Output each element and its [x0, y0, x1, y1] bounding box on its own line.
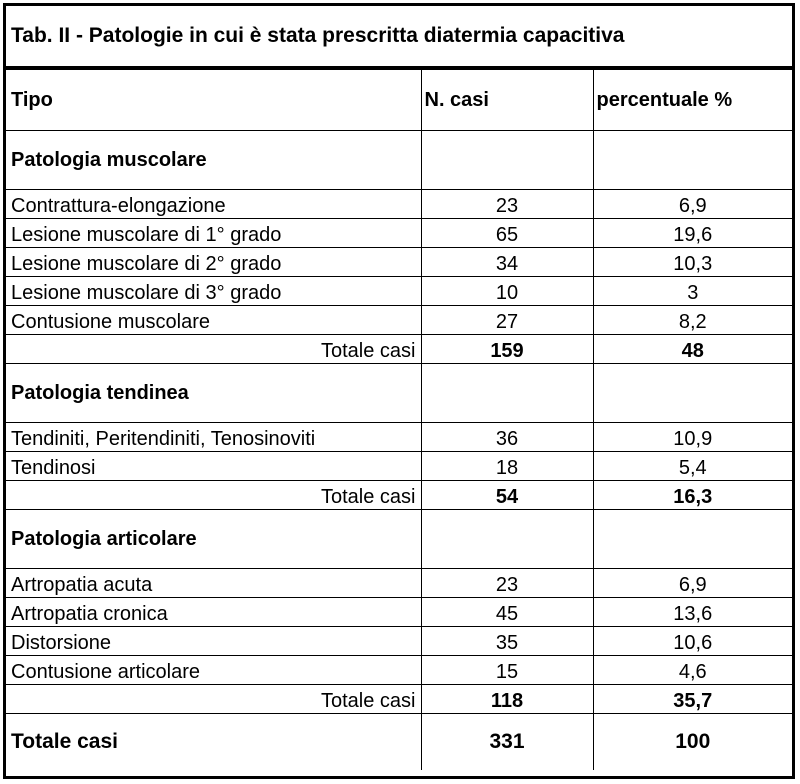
- header-percent: percentuale %: [592, 70, 792, 131]
- table-row: Contrattura-elongazione 23 6,9: [6, 189, 792, 219]
- table-title: Tab. II - Patologie in cui è stata presc…: [6, 6, 792, 70]
- subtotal-casi: 54: [420, 480, 594, 510]
- header-casi: N. casi: [420, 70, 594, 131]
- table-row: Distorsione 35 10,6: [6, 626, 792, 656]
- row-label: Tendinosi: [6, 451, 422, 481]
- table-frame: Tab. II - Patologie in cui è stata presc…: [3, 3, 795, 779]
- row-casi: 18: [420, 451, 594, 481]
- grand-total-percent: 100: [592, 713, 792, 770]
- row-percent: 6,9: [592, 568, 792, 598]
- section-title: Patologia articolare: [6, 509, 422, 569]
- row-percent: 8,2: [592, 305, 792, 335]
- row-casi: 36: [420, 422, 594, 452]
- row-label: Lesione muscolare di 2° grado: [6, 247, 422, 277]
- row-percent: 10,9: [592, 422, 792, 452]
- row-casi: 34: [420, 247, 594, 277]
- row-percent: 13,6: [592, 597, 792, 627]
- subtotal-label: Totale casi: [6, 480, 422, 510]
- grand-total-casi: 331: [420, 713, 594, 770]
- row-percent: 5,4: [592, 451, 792, 481]
- pathology-table: Tipo N. casi percentuale % Patologia mus…: [6, 70, 792, 770]
- row-casi: 23: [420, 189, 594, 219]
- row-label: Tendiniti, Peritendiniti, Tenosinoviti: [6, 422, 422, 452]
- subtotal-percent: 35,7: [592, 684, 792, 714]
- subtotal-percent: 48: [592, 334, 792, 364]
- row-percent: 10,3: [592, 247, 792, 277]
- section-title: Patologia muscolare: [6, 130, 422, 190]
- section-title: Patologia tendinea: [6, 363, 422, 423]
- header-row: Tipo N. casi percentuale %: [6, 70, 792, 131]
- table-row: Lesione muscolare di 1° grado 65 19,6: [6, 218, 792, 248]
- subtotal-row: Totale casi 54 16,3: [6, 480, 792, 510]
- row-label: Artropatia cronica: [6, 597, 422, 627]
- subtotal-label: Totale casi: [6, 334, 422, 364]
- row-percent: 6,9: [592, 189, 792, 219]
- subtotal-row: Totale casi 159 48: [6, 334, 792, 364]
- header-tipo: Tipo: [6, 70, 422, 131]
- subtotal-casi: 159: [420, 334, 594, 364]
- row-casi: 45: [420, 597, 594, 627]
- table-row: Lesione muscolare di 2° grado 34 10,3: [6, 247, 792, 277]
- row-casi: 15: [420, 655, 594, 685]
- row-casi: 10: [420, 276, 594, 306]
- row-casi: 23: [420, 568, 594, 598]
- row-label: Contusione muscolare: [6, 305, 422, 335]
- row-percent: 3: [592, 276, 792, 306]
- table-row: Contusione articolare 15 4,6: [6, 655, 792, 685]
- section-header: Patologia muscolare: [6, 130, 792, 190]
- table-row: Tendiniti, Peritendiniti, Tenosinoviti 3…: [6, 422, 792, 452]
- subtotal-casi: 118: [420, 684, 594, 714]
- row-casi: 27: [420, 305, 594, 335]
- row-percent: 19,6: [592, 218, 792, 248]
- table-row: Tendinosi 18 5,4: [6, 451, 792, 481]
- row-percent: 4,6: [592, 655, 792, 685]
- table-row: Artropatia cronica 45 13,6: [6, 597, 792, 627]
- row-label: Contusione articolare: [6, 655, 422, 685]
- row-label: Artropatia acuta: [6, 568, 422, 598]
- table-row: Contusione muscolare 27 8,2: [6, 305, 792, 335]
- subtotal-row: Totale casi 118 35,7: [6, 684, 792, 714]
- row-label: Lesione muscolare di 3° grado: [6, 276, 422, 306]
- subtotal-label: Totale casi: [6, 684, 422, 714]
- row-casi: 65: [420, 218, 594, 248]
- table-row: Artropatia acuta 23 6,9: [6, 568, 792, 598]
- row-casi: 35: [420, 626, 594, 656]
- table-row: Lesione muscolare di 3° grado 10 3: [6, 276, 792, 306]
- grand-total-row: Totale casi 331 100: [6, 713, 792, 770]
- subtotal-percent: 16,3: [592, 480, 792, 510]
- row-percent: 10,6: [592, 626, 792, 656]
- grand-total-label: Totale casi: [6, 713, 422, 770]
- row-label: Lesione muscolare di 1° grado: [6, 218, 422, 248]
- row-label: Distorsione: [6, 626, 422, 656]
- section-header: Patologia tendinea: [6, 363, 792, 423]
- row-label: Contrattura-elongazione: [6, 189, 422, 219]
- section-header: Patologia articolare: [6, 509, 792, 569]
